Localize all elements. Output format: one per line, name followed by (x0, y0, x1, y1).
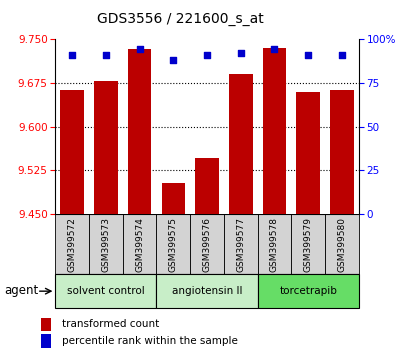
Bar (55, 214, 89, 274)
Text: agent: agent (4, 285, 38, 297)
Point (102, 52, 109, 58)
Bar (228, 74, 252, 214)
Text: GSM399577: GSM399577 (236, 217, 245, 272)
Bar (156, 214, 190, 274)
Text: GSM399574: GSM399574 (135, 217, 144, 272)
Point (203, 52, 210, 58)
Bar (296, 91, 319, 214)
Point (270, 47, 277, 52)
Text: GSM399573: GSM399573 (101, 217, 110, 272)
Bar (94, 81, 117, 214)
Bar (40, 334, 51, 348)
Point (237, 50, 243, 56)
Bar (329, 90, 353, 214)
Point (69, 52, 75, 58)
Point (136, 47, 143, 52)
Point (338, 52, 344, 58)
Bar (122, 214, 156, 274)
Bar (324, 214, 358, 274)
Bar (190, 214, 223, 274)
Bar (128, 50, 151, 214)
Bar (262, 48, 285, 214)
Text: GDS3556 / 221600_s_at: GDS3556 / 221600_s_at (97, 12, 263, 27)
Text: angiotensin II: angiotensin II (171, 286, 242, 296)
Point (304, 52, 311, 58)
Text: GSM399576: GSM399576 (202, 217, 211, 272)
Bar (161, 183, 185, 214)
Point (170, 57, 176, 63)
Text: GSM399572: GSM399572 (67, 217, 76, 272)
Text: percentile rank within the sample: percentile rank within the sample (62, 336, 238, 346)
Text: solvent control: solvent control (67, 286, 144, 296)
Bar (60, 90, 84, 214)
Text: GSM399578: GSM399578 (269, 217, 278, 272)
Text: GSM399580: GSM399580 (337, 217, 346, 272)
Bar (257, 214, 291, 274)
Text: transformed count: transformed count (62, 319, 159, 329)
Bar (156, 274, 257, 308)
Text: torcetrapib: torcetrapib (279, 286, 336, 296)
Bar (89, 214, 122, 274)
Bar (291, 214, 324, 274)
Bar (195, 158, 218, 214)
Bar (40, 318, 51, 331)
Bar (257, 274, 358, 308)
Bar (223, 214, 257, 274)
Text: GSM399579: GSM399579 (303, 217, 312, 272)
Text: GSM399575: GSM399575 (169, 217, 178, 272)
Bar (55, 274, 156, 308)
